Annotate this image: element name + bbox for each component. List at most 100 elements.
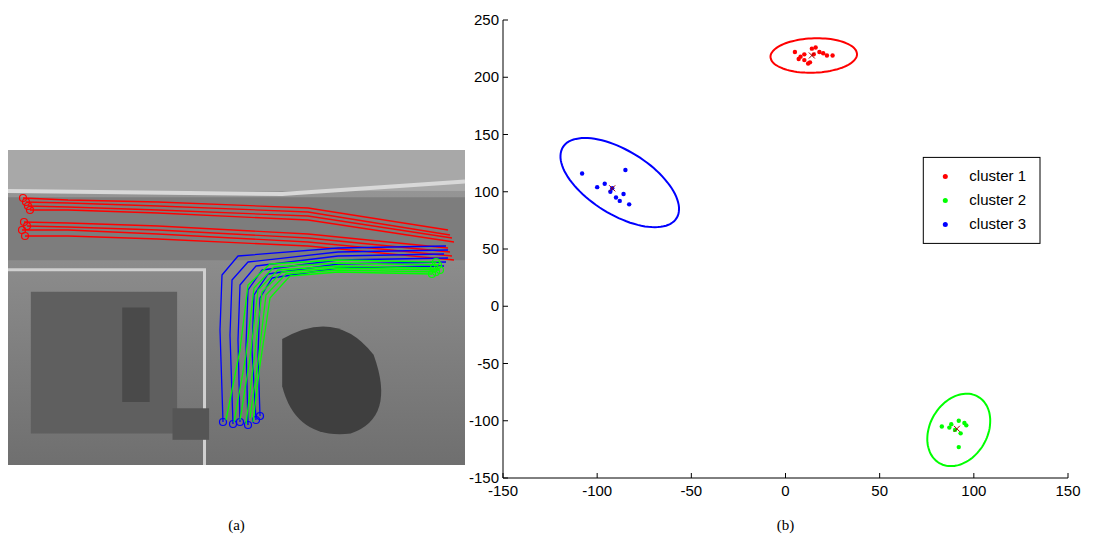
start-marker: [429, 271, 436, 278]
y-tick: [503, 420, 508, 421]
y-tick: [503, 77, 508, 78]
legend-swatch: [943, 198, 948, 203]
y-tick: [503, 306, 508, 307]
panel-caption: (b): [777, 517, 795, 534]
plot-area: [561, 38, 991, 466]
data-point: [813, 45, 817, 49]
trajectory: [230, 250, 448, 424]
image-curb: [8, 182, 465, 195]
y-tick-label: 200: [474, 68, 499, 85]
x-tick: [597, 473, 598, 478]
cluster-ellipse: [561, 138, 680, 227]
image-building: [173, 408, 210, 440]
y-tick: [503, 20, 508, 21]
legend-label: cluster 2: [969, 191, 1026, 208]
data-point: [796, 57, 800, 61]
trajectory: [258, 266, 444, 416]
data-point: [618, 199, 622, 203]
panel-caption: (a): [228, 517, 245, 534]
x-tick-label: 100: [961, 482, 986, 499]
figure: (a)-150-100-50050100150-150-100-50050100…: [0, 0, 1094, 539]
y-tick: [503, 134, 508, 135]
start-marker: [230, 421, 237, 428]
image-ground: [8, 150, 465, 465]
trajectory: [240, 266, 434, 420]
trajectory: [246, 268, 440, 424]
data-point: [802, 52, 806, 56]
trajectory: [234, 263, 438, 422]
trajectories: [19, 195, 455, 429]
x-tick-label: -50: [680, 482, 702, 499]
legend-swatch: [943, 174, 948, 179]
data-point: [595, 185, 599, 189]
cluster-ellipse: [771, 38, 858, 73]
data-point: [821, 51, 825, 55]
data-point: [958, 431, 962, 435]
legend-label: cluster 1: [969, 167, 1026, 184]
x-tick-label: -100: [582, 482, 612, 499]
data-point: [623, 168, 627, 172]
y-tick-label: 50: [482, 240, 499, 257]
x-tick: [1068, 473, 1069, 478]
x-tick: [691, 473, 692, 478]
image-building: [122, 308, 149, 403]
y-tick-label: -150: [469, 469, 499, 486]
data-point: [957, 419, 961, 423]
cluster-center: [809, 52, 815, 58]
data-point: [947, 425, 951, 429]
y-tick-label: 150: [474, 126, 499, 143]
cluster-center: [954, 426, 960, 432]
y-tick-label: 250: [474, 11, 499, 28]
data-point: [610, 186, 614, 190]
image-pond: [282, 326, 381, 434]
data-point: [825, 53, 829, 57]
data-point: [940, 424, 944, 428]
y-tick-label: 0: [491, 297, 499, 314]
data-point: [603, 182, 607, 186]
trajectory: [238, 254, 444, 422]
data-point: [621, 192, 625, 196]
x-tick-label: 0: [781, 482, 789, 499]
data-point: [627, 202, 631, 206]
axes: -150-100-50050100150-150-100-50050100150…: [469, 11, 1081, 499]
y-tick: [503, 478, 508, 479]
y-tick: [503, 363, 508, 364]
x-tick: [879, 473, 880, 478]
data-point: [817, 50, 821, 54]
trajectory: [23, 198, 448, 230]
cluster-ellipse: [927, 394, 990, 466]
data-point: [964, 423, 968, 427]
x-tick: [785, 473, 786, 478]
data-point: [802, 58, 806, 62]
legend-box: [923, 157, 1040, 243]
trajectory: [250, 270, 436, 418]
y-tick-label: -50: [477, 355, 499, 372]
legend-swatch: [943, 222, 948, 227]
start-marker: [27, 207, 34, 214]
y-tick-label: -100: [469, 412, 499, 429]
trajectory: [253, 272, 432, 422]
data-point: [793, 50, 797, 54]
data-point: [830, 53, 834, 57]
x-tick: [973, 473, 974, 478]
trajectory: [246, 258, 448, 425]
data-point: [580, 171, 584, 175]
aerial-image: [8, 150, 465, 465]
y-tick: [503, 249, 508, 250]
start-marker: [257, 413, 264, 420]
data-point: [957, 445, 961, 449]
data-point: [810, 46, 814, 50]
data-point: [808, 60, 812, 64]
x-tick-label: 150: [1055, 482, 1080, 499]
image-building: [31, 292, 177, 434]
data-point: [614, 195, 618, 199]
trajectory: [27, 226, 450, 252]
legend: cluster 1cluster 2cluster 3: [923, 157, 1040, 243]
x-tick-label: 50: [871, 482, 888, 499]
cluster-center: [609, 185, 615, 191]
start-marker: [22, 233, 29, 240]
y-tick-label: 100: [474, 183, 499, 200]
trajectory: [24, 222, 448, 248]
y-tick: [503, 191, 508, 192]
trajectory: [220, 246, 446, 422]
